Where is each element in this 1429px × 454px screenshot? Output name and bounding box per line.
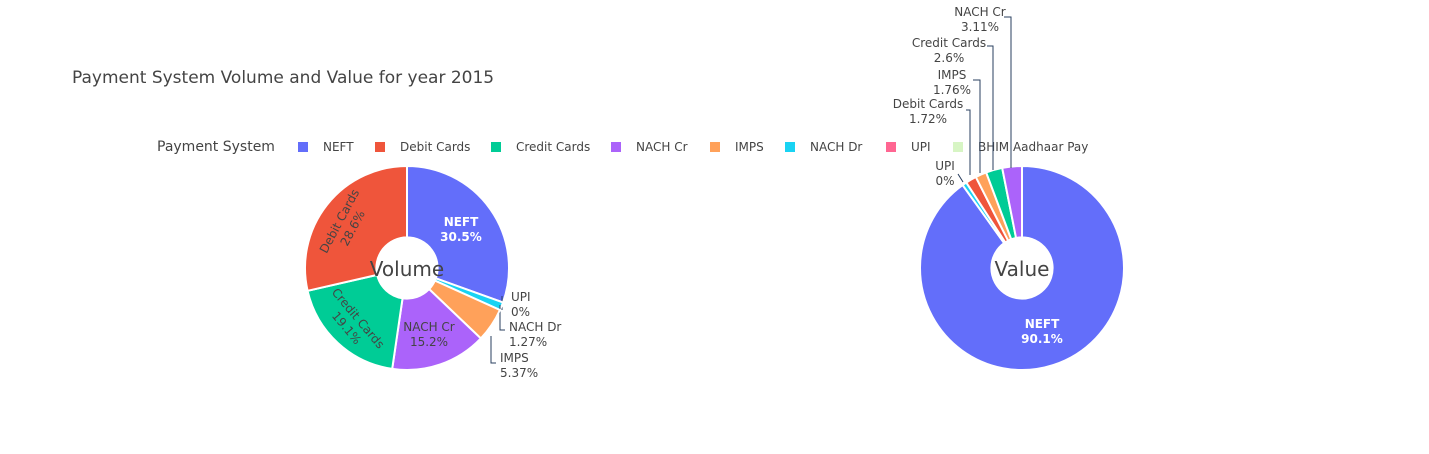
legend-swatch-credit-cards	[491, 142, 501, 152]
legend-swatch-nach-dr	[785, 142, 795, 152]
legend-item-neft[interactable]: NEFT	[298, 140, 354, 154]
legend-label-nach-dr: NACH Dr	[810, 140, 862, 154]
slice-label-value-nach-cr: NACH Cr 3.11%	[954, 5, 1006, 34]
slice-label-volume-neft: NEFT 30.5%	[440, 215, 482, 244]
chart-title: Payment System Volume and Value for year…	[72, 68, 494, 88]
legend-item-nach-dr[interactable]: NACH Dr	[785, 140, 862, 154]
legend-item-bhim-aadhaar-pay[interactable]: BHIM Aadhaar Pay	[953, 140, 1088, 154]
slice-value-nach-cr[interactable]	[1001, 164, 1023, 240]
pie-value: NEFT 90.1% UPI 0% Debit Cards 1.72%IMPS 1.76% C…	[893, 5, 1125, 371]
slice-label-value-debit-cards: Debit Cards 1.72%	[893, 97, 963, 126]
legend-label-neft: NEFT	[323, 140, 354, 154]
slice-volume-credit-cards[interactable]	[306, 273, 404, 371]
leader-line-value-imps	[973, 79, 981, 173]
legend-label-upi: UPI	[911, 140, 931, 154]
slice-volume-nach-cr[interactable]	[391, 287, 483, 371]
pie-volume: NEFT 30.5% UPI 0%NACH Dr 1.27%IMPS 5.37% NACH …	[304, 164, 561, 380]
legend-label-bhim-aadhaar-pay: BHIM Aadhaar Pay	[978, 140, 1088, 154]
slice-label-value-neft: NEFT 90.1%	[1021, 317, 1063, 346]
legend-swatch-nach-cr	[611, 142, 621, 152]
legend-swatch-upi	[886, 142, 896, 152]
legend-swatch-bhim-aadhaar-pay	[953, 142, 963, 152]
slice-label-volume-nach-cr: NACH Cr 15.2%	[403, 320, 455, 349]
leader-line-value-upi	[957, 173, 964, 183]
slice-volume-neft[interactable]	[406, 164, 510, 304]
leader-line-volume-imps	[490, 336, 496, 364]
legend: Payment System NEFT Debit Cards Credit Car…	[157, 139, 1088, 155]
legend-item-debit-cards[interactable]: Debit Cards	[375, 140, 470, 154]
legend-item-credit-cards[interactable]: Credit Cards	[491, 140, 590, 154]
legend-swatch-imps	[710, 142, 720, 152]
hole-label-volume: Volume	[370, 257, 444, 281]
legend-label-imps: IMPS	[735, 140, 764, 154]
legend-label-debit-cards: Debit Cards	[400, 140, 470, 154]
hole-label-value: Value	[995, 257, 1050, 281]
legend-title: Payment System	[157, 139, 275, 155]
legend-item-upi[interactable]: UPI	[886, 140, 931, 154]
legend-item-imps[interactable]: IMPS	[710, 140, 764, 154]
slice-label-volume-imps: IMPS 5.37%	[500, 351, 538, 380]
legend-item-nach-cr[interactable]: NACH Cr	[611, 140, 688, 154]
legend-swatch-debit-cards	[375, 142, 385, 152]
legend-swatch-neft	[298, 142, 308, 152]
slice-label-value-credit-cards: Credit Cards 2.6%	[912, 36, 986, 65]
slice-label-value-upi: UPI 0%	[935, 159, 955, 188]
slice-label-volume-nach-dr: NACH Dr 1.27%	[509, 320, 561, 349]
leader-line-value-credit-cards	[987, 45, 994, 170]
legend-label-credit-cards: Credit Cards	[516, 140, 590, 154]
legend-label-nach-cr: NACH Cr	[636, 140, 688, 154]
slice-label-value-imps: IMPS 1.76%	[933, 68, 971, 97]
pies: NEFT 30.5%UPI 0%NACH Dr 1.27%IMPS 5.37%NACH …	[304, 5, 1125, 380]
leader-line-value-nach-cr	[1004, 16, 1012, 168]
slice-value-neft[interactable]	[919, 164, 1125, 371]
slice-volume-debit-cards[interactable]	[304, 164, 408, 293]
leader-line-volume-nach-dr	[499, 305, 505, 331]
slice-label-volume-upi: UPI 0%	[511, 290, 531, 319]
leader-line-value-debit-cards	[966, 109, 971, 175]
